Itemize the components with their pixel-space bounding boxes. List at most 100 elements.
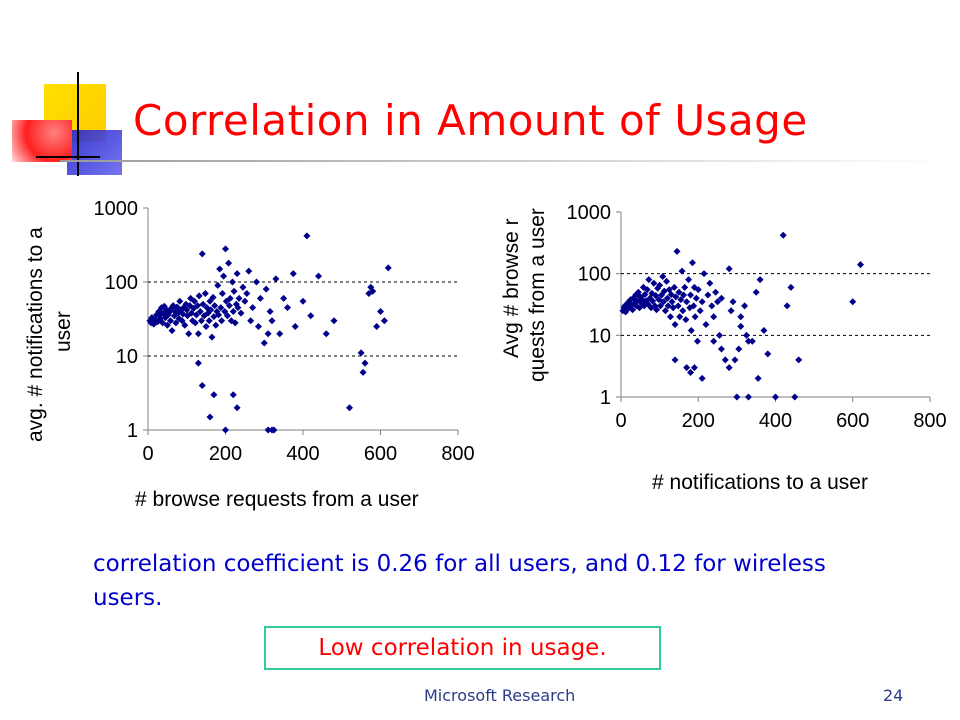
chart2-point (856, 261, 864, 269)
chart2-point (622, 308, 630, 316)
chart2-x-tick-label: 800 (913, 410, 946, 432)
chart1-point (346, 404, 353, 412)
chart1-point (241, 297, 249, 305)
chart2-point (772, 393, 779, 401)
chart1-point (154, 318, 162, 326)
chart2-point (690, 283, 698, 291)
chart1-point (191, 319, 199, 327)
chart2-point (752, 288, 760, 296)
chart2-point (702, 320, 710, 328)
footer-organization: Microsoft Research (424, 686, 576, 705)
chart2-point (756, 276, 764, 284)
chart2-x-tick-label: 0 (615, 410, 626, 432)
chart2-point (673, 247, 681, 255)
chart1-point (202, 323, 210, 331)
deco-red-bar (12, 120, 72, 162)
chart1-point (201, 289, 209, 297)
chart2-point (791, 393, 799, 401)
chart1-point (357, 349, 365, 357)
chart2-point (685, 276, 693, 284)
chart2-point (743, 331, 751, 339)
chart1-point (214, 281, 222, 289)
chart1-y-tick-label: 100 (105, 272, 138, 294)
chart2-y-tick-label: 100 (578, 264, 611, 286)
chart1-plot-area: 1 10 100 1000 0 200 400 600 800 (94, 198, 475, 465)
chart1-point (191, 297, 198, 305)
slide-page-number: 24 (883, 686, 904, 705)
chart2-point (681, 283, 689, 291)
chart2-point (737, 322, 745, 330)
scatter-chart-browse-vs-notifications: 1 10 100 1000 0 200 400 600 800 avg. # notificat… (24, 198, 475, 511)
chart1-point (272, 275, 280, 283)
chart2-point (715, 331, 723, 339)
chart1-point (239, 283, 247, 291)
chart1-point (199, 300, 207, 308)
chart1-point (194, 330, 202, 338)
chart2-point (744, 393, 752, 401)
chart2-point (619, 307, 627, 315)
chart2-y-tick-label: 10 (589, 325, 611, 347)
chart1-point (270, 426, 278, 434)
chart1-point (197, 317, 205, 325)
chart2-point (682, 316, 690, 324)
chart2-point (683, 298, 691, 306)
chart1-point (222, 426, 229, 434)
chart2-point (760, 326, 768, 334)
chart2-point (692, 294, 700, 302)
chart1-point (291, 323, 299, 331)
chart1-point (284, 304, 291, 312)
chart1-point (223, 312, 231, 320)
chart2-point (676, 313, 684, 321)
chart2-point (670, 283, 678, 291)
chart1-point (195, 292, 203, 300)
chart2-point (779, 231, 787, 239)
chart2-x-tick-label: 400 (759, 410, 792, 432)
chart1-point (299, 297, 307, 305)
chart2-point (663, 294, 671, 302)
chart2-point (649, 297, 657, 305)
chart2-point (698, 298, 706, 306)
chart2-point (629, 306, 637, 314)
chart1-point (243, 289, 251, 297)
chart1-point (234, 304, 242, 312)
chart1-x-axis-label: # browse requests from a user (135, 488, 419, 511)
chart1-point (230, 287, 238, 295)
chart2-point (700, 270, 708, 278)
chart1-point (235, 294, 243, 302)
chart1-point (196, 307, 204, 315)
chart1-point (217, 304, 225, 312)
chart1-point (322, 330, 330, 338)
chart2-point (663, 277, 671, 285)
chart2-point (698, 374, 706, 382)
chart1-point (222, 245, 229, 253)
chart1-y-label-line1: avg. # notifications to a (24, 227, 47, 442)
chart2-point (690, 364, 698, 372)
chart2-point (710, 337, 718, 345)
chart2-point (671, 356, 679, 364)
chart2-point (672, 293, 680, 301)
chart1-point (170, 312, 178, 320)
chart2-point (641, 290, 649, 298)
chart2-y-label-line1: Avg # browse r (500, 218, 523, 358)
chart1-x-tick-label: 0 (142, 443, 153, 465)
chart2-point (735, 345, 743, 353)
chart2-point (691, 313, 699, 321)
chart1-point (176, 297, 184, 305)
deco-horizontal-line (36, 156, 100, 158)
chart2-point (737, 313, 745, 321)
chart1-point (384, 264, 392, 272)
chart2-point (717, 345, 725, 353)
chart1-point (192, 311, 200, 319)
chart2-plot-area: 1 10 100 1000 0 200 400 600 800 # notifications t… (500, 202, 947, 494)
chart1-point (225, 302, 233, 310)
chart2-point (748, 337, 756, 345)
chart2-point (696, 307, 704, 315)
chart2-point (731, 356, 739, 364)
chart2-x-tick-label: 200 (682, 410, 715, 432)
chart1-point (226, 294, 234, 302)
chart1-point (256, 294, 264, 302)
chart2-point (706, 279, 714, 287)
chart1-point (307, 312, 315, 320)
chart2-point (652, 292, 660, 300)
chart1-point (264, 330, 272, 338)
